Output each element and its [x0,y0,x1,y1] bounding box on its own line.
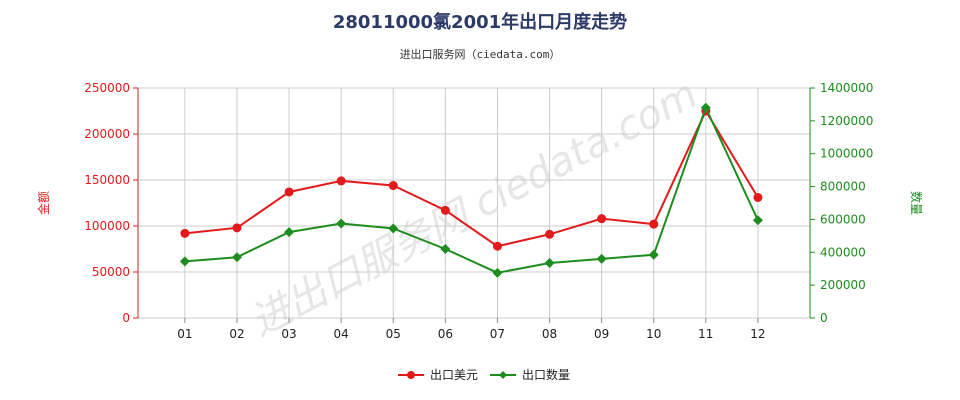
x-tick-label: 02 [229,327,244,341]
legend-marker-circle [407,371,415,379]
series-line [184,105,759,274]
y-right-tick-label: 400000 [820,245,866,259]
data-point-diamond [440,244,451,254]
data-point-diamond [388,223,399,234]
data-point-circle [440,205,450,215]
data-point-circle [597,214,607,224]
y-left-tick-label: 100000 [84,219,130,233]
y-left-tick-label: 150000 [84,173,130,187]
y-right-tick-label: 1200000 [820,114,873,128]
data-point-circle [388,181,398,191]
data-point-diamond [700,102,711,113]
data-point-diamond [492,267,503,278]
y-right-tick-label: 200000 [820,278,866,292]
x-tick-label: 11 [698,327,713,341]
data-point-circle [545,229,555,239]
x-tick-label: 01 [177,327,192,341]
chart-title: 28011000氯2001年出口月度走势 [332,12,628,33]
data-point-circle [753,192,763,202]
series-line [184,108,759,248]
x-tick-label: 08 [542,327,557,341]
x-tick-label: 07 [490,327,505,341]
series-layer [179,102,763,278]
legend-marker-diamond [499,371,507,379]
y-left-tick-label: 200000 [84,127,130,141]
data-point-circle [649,219,659,229]
data-point-circle [232,223,242,233]
x-tick-label: 03 [281,327,296,341]
y-left-tick-label: 50000 [92,265,130,279]
legend-label: 出口美元 [430,368,478,382]
x-tick-label: 10 [646,327,661,341]
data-point-circle [284,187,294,197]
x-tick-label: 09 [594,327,609,341]
chart-subtitle: 进出口服务网（ciedata.com） [399,48,561,61]
y-right-tick-label: 1400000 [820,81,873,95]
data-point-diamond [596,253,607,264]
y-right-tick-label: 1000000 [820,147,873,161]
axes: 0 50000 100000 150000 200000 250000 金额 0 200000 4… [36,81,924,341]
legend: 出口美元 出口数量 [398,367,570,382]
data-point-circle [180,228,190,238]
x-tick-label: 12 [750,327,765,341]
y-right-tick-label: 0 [820,311,828,325]
x-tick-label: 04 [334,327,349,341]
y-axis-right-label: 数量 [909,191,924,215]
x-tick-label: 05 [386,327,401,341]
data-point-diamond [648,249,659,260]
y-left-tick-label: 250000 [84,81,130,95]
watermark-text: 进出口服务网 ciedata.com [243,71,705,346]
data-point-circle [336,176,346,186]
data-point-diamond [284,227,295,238]
data-point-diamond [179,256,190,267]
y-right-tick-label: 600000 [820,212,866,226]
legend-label: 出口数量 [522,367,570,382]
data-point-diamond [752,215,763,226]
data-point-diamond [231,252,242,263]
data-point-diamond [336,218,347,229]
data-point-circle [492,241,502,251]
y-axis-left-label: 金额 [36,191,51,215]
y-right-tick-label: 800000 [820,180,866,194]
x-tick-label: 06 [438,327,453,341]
y-left-tick-label: 0 [122,311,130,325]
data-point-diamond [544,257,555,268]
